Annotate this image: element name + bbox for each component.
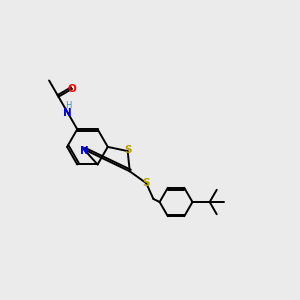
Text: S: S xyxy=(124,145,131,154)
Text: H: H xyxy=(65,101,71,110)
Text: S: S xyxy=(142,178,150,188)
Text: O: O xyxy=(68,84,76,94)
Text: N: N xyxy=(64,108,72,118)
Text: N: N xyxy=(80,146,89,156)
